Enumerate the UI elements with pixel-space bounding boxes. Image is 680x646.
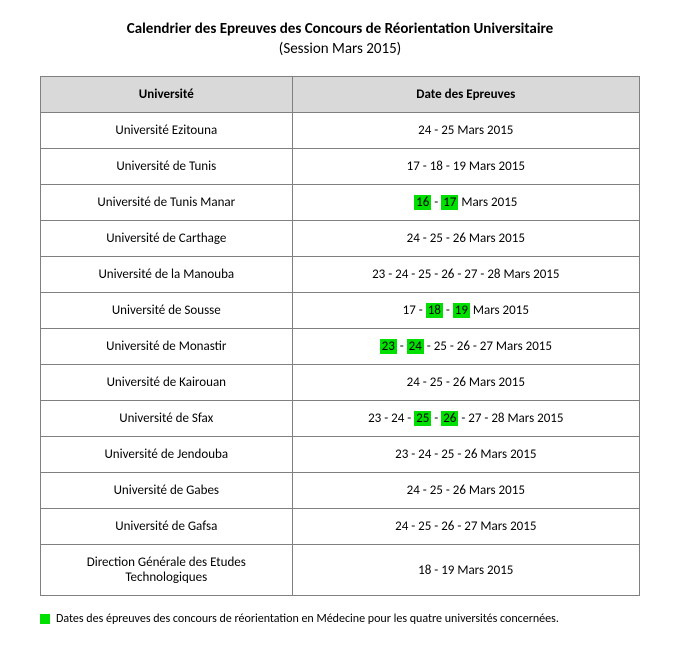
- table-row: Université de la Manouba23 - 24 - 25 - 2…: [41, 257, 640, 293]
- cell-dates: 23 - 24 - 25 - 26 Mars 2015: [292, 437, 639, 473]
- page-title: Calendrier des Epreuves des Concours de …: [40, 20, 640, 38]
- cell-dates: 23 - 24 - 25 - 26 - 27 - 28 Mars 2015: [292, 401, 639, 437]
- highlighted-day: 25: [414, 411, 431, 426]
- cell-university: Direction Générale des Etudes Technologi…: [41, 545, 293, 596]
- cell-dates: 24 - 25 - 26 - 27 Mars 2015: [292, 509, 639, 545]
- cell-university: Université de Sousse: [41, 293, 293, 329]
- table-row: Université de Sousse17 - 18 - 19 Mars 20…: [41, 293, 640, 329]
- highlighted-day: 24: [407, 339, 424, 354]
- cell-university: Université de Gabes: [41, 473, 293, 509]
- cell-university: Université de Gafsa: [41, 509, 293, 545]
- table-row: Université de Gafsa24 - 25 - 26 - 27 Mar…: [41, 509, 640, 545]
- cell-dates: 18 - 19 Mars 2015: [292, 545, 639, 596]
- schedule-table: Université Date des Epreuves Université …: [40, 76, 640, 596]
- legend-text: Dates des épreuves des concours de réori…: [56, 612, 559, 626]
- cell-university: Université de Jendouba: [41, 437, 293, 473]
- cell-dates: 16 - 17 Mars 2015: [292, 185, 639, 221]
- cell-university: Université de Carthage: [41, 221, 293, 257]
- cell-dates: 24 - 25 - 26 Mars 2015: [292, 365, 639, 401]
- cell-dates: 23 - 24 - 25 - 26 - 27 Mars 2015: [292, 329, 639, 365]
- cell-university: Université de la Manouba: [41, 257, 293, 293]
- table-row: Université de Gabes24 - 25 - 26 Mars 201…: [41, 473, 640, 509]
- table-header-row: Université Date des Epreuves: [41, 77, 640, 113]
- highlighted-day: 26: [441, 411, 458, 426]
- table-row: Université de Carthage24 - 25 - 26 Mars …: [41, 221, 640, 257]
- table-row: Université de Tunis Manar16 - 17 Mars 20…: [41, 185, 640, 221]
- cell-dates: 24 - 25 - 26 Mars 2015: [292, 221, 639, 257]
- col-dates: Date des Epreuves: [292, 77, 639, 113]
- highlighted-day: 23: [380, 339, 397, 354]
- cell-university: Université de Sfax: [41, 401, 293, 437]
- highlighted-day: 18: [426, 303, 443, 318]
- col-university: Université: [41, 77, 293, 113]
- cell-university: Université Ezitouna: [41, 113, 293, 149]
- table-row: Université Ezitouna24 - 25 Mars 2015: [41, 113, 640, 149]
- highlighted-day: 17: [441, 195, 458, 210]
- cell-university: Université de Kairouan: [41, 365, 293, 401]
- highlighted-day: 19: [453, 303, 470, 318]
- cell-university: Université de Tunis: [41, 149, 293, 185]
- table-row: Université de Kairouan24 - 25 - 26 Mars …: [41, 365, 640, 401]
- highlighted-day: 16: [414, 195, 431, 210]
- cell-dates: 24 - 25 Mars 2015: [292, 113, 639, 149]
- cell-dates: 23 - 24 - 25 - 26 - 27 - 28 Mars 2015: [292, 257, 639, 293]
- cell-dates: 24 - 25 - 26 Mars 2015: [292, 473, 639, 509]
- table-row: Université de Sfax23 - 24 - 25 - 26 - 27…: [41, 401, 640, 437]
- table-row: Université de Tunis17 - 18 - 19 Mars 201…: [41, 149, 640, 185]
- legend-swatch-icon: [40, 614, 50, 624]
- cell-dates: 17 - 18 - 19 Mars 2015: [292, 293, 639, 329]
- page-subtitle: (Session Mars 2015): [40, 40, 640, 58]
- table-row: Université de Jendouba23 - 24 - 25 - 26 …: [41, 437, 640, 473]
- table-row: Université de Monastir23 - 24 - 25 - 26 …: [41, 329, 640, 365]
- cell-dates: 17 - 18 - 19 Mars 2015: [292, 149, 639, 185]
- table-row: Direction Générale des Etudes Technologi…: [41, 545, 640, 596]
- legend: Dates des épreuves des concours de réori…: [40, 612, 640, 626]
- cell-university: Université de Tunis Manar: [41, 185, 293, 221]
- cell-university: Université de Monastir: [41, 329, 293, 365]
